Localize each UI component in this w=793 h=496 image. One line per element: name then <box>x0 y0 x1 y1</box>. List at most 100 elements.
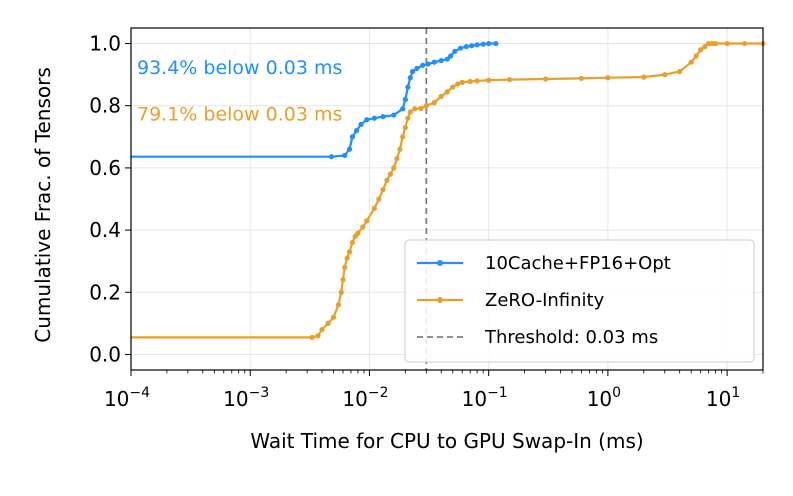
data-point-zero-infinity <box>338 289 344 295</box>
x-tick-label: 100 <box>587 385 621 411</box>
data-point-zero-infinity <box>355 230 361 236</box>
y-tick-label: 1.0 <box>89 32 121 56</box>
data-point-10cache-fp16-opt <box>486 40 492 47</box>
data-point-zero-infinity <box>438 93 444 99</box>
tick-layer: 0.0 0.2 0.4 0.6 0.8 1.0 10−4 10−3 10−2 10−1 100 101 <box>89 32 764 411</box>
data-point-zero-infinity <box>507 77 513 83</box>
data-point-zero-infinity <box>309 334 315 340</box>
y-tick-label: 0.4 <box>89 218 121 242</box>
data-point-zero-infinity <box>330 314 337 320</box>
data-point-zero-infinity <box>407 109 413 115</box>
data-point-zero-infinity <box>405 115 411 121</box>
data-point-zero-infinity <box>412 106 418 112</box>
data-point-10cache-fp16-opt <box>457 45 464 51</box>
data-point-zero-infinity <box>542 76 549 82</box>
data-point-zero-infinity <box>325 320 331 326</box>
data-point-zero-infinity <box>467 78 473 85</box>
data-point-zero-infinity <box>431 100 437 106</box>
plot-frame <box>130 27 764 371</box>
data-point-10cache-fp16-opt <box>414 65 420 72</box>
data-point-10cache-fp16-opt <box>448 53 454 59</box>
data-point-zero-infinity <box>474 78 480 84</box>
data-point-10cache-fp16-opt <box>402 96 408 103</box>
data-point-zero-infinity <box>706 40 712 47</box>
y-tick-label: 0.6 <box>89 156 121 180</box>
legend-marker-zero-infinity <box>437 297 443 303</box>
data-point-zero-infinity <box>662 72 668 78</box>
x-tick-label: 10−3 <box>223 385 269 411</box>
data-point-zero-infinity <box>455 81 461 87</box>
y-tick-label: 0.2 <box>89 280 121 304</box>
data-point-10cache-fp16-opt <box>474 42 480 48</box>
data-point-zero-infinity <box>702 44 708 50</box>
data-point-zero-infinity <box>335 302 342 308</box>
data-point-10cache-fp16-opt <box>364 117 370 123</box>
data-point-zero-infinity <box>319 326 325 333</box>
data-point-10cache-fp16-opt <box>405 84 411 90</box>
data-point-zero-infinity <box>360 224 366 230</box>
data-point-zero-infinity <box>346 249 353 255</box>
series-layer <box>131 40 766 340</box>
y-tick-label: 0.8 <box>89 94 121 118</box>
data-point-zero-infinity <box>450 84 456 90</box>
legend-label-threshold-0-03-ms: Threshold: 0.03 ms <box>484 327 658 348</box>
data-point-zero-infinity <box>384 177 390 183</box>
data-point-zero-infinity <box>698 47 704 53</box>
legend-marker-10cache-fp16-opt <box>437 260 443 266</box>
series-line-zero-infinity <box>131 42 763 339</box>
data-point-zero-infinity <box>423 103 429 109</box>
legend-label-10cache-fp16-opt: 10Cache+FP16+Opt <box>485 253 671 274</box>
data-point-10cache-fp16-opt <box>463 44 469 50</box>
data-point-10cache-fp16-opt <box>328 154 335 160</box>
data-point-zero-infinity <box>342 264 348 270</box>
data-point-10cache-fp16-opt <box>444 56 450 62</box>
data-point-10cache-fp16-opt <box>346 146 353 152</box>
y-tick-label: 0.0 <box>89 342 121 366</box>
data-point-10cache-fp16-opt <box>425 61 431 67</box>
data-point-zero-infinity <box>376 196 382 202</box>
data-point-10cache-fp16-opt <box>420 62 426 68</box>
data-point-10cache-fp16-opt <box>493 40 499 47</box>
legend-label-zero-infinity: ZeRO-Infinity <box>485 290 605 311</box>
annotation-zero-infinity: 79.1% below 0.03 ms <box>137 104 342 126</box>
data-point-10cache-fp16-opt <box>452 48 458 54</box>
data-point-10cache-fp16-opt <box>342 152 348 159</box>
data-point-zero-infinity <box>677 68 683 75</box>
data-point-10cache-fp16-opt <box>409 68 416 75</box>
data-point-zero-infinity <box>397 146 403 152</box>
data-point-10cache-fp16-opt <box>349 134 356 140</box>
annotation-layer: 93.4% below 0.03 ms 79.1% below 0.03 ms <box>137 57 342 126</box>
data-point-10cache-fp16-opt <box>391 112 397 118</box>
data-point-zero-infinity <box>344 255 350 261</box>
data-point-10cache-fp16-opt <box>353 128 360 134</box>
data-point-zero-infinity <box>641 74 647 80</box>
data-point-zero-infinity <box>724 40 730 47</box>
x-tick-label: 10−1 <box>462 385 508 411</box>
data-point-10cache-fp16-opt <box>380 114 386 120</box>
legend-box <box>404 239 755 363</box>
x-tick-label: 101 <box>706 385 740 411</box>
data-point-zero-infinity <box>349 239 356 246</box>
data-point-10cache-fp16-opt <box>407 75 413 81</box>
data-point-10cache-fp16-opt <box>371 115 377 121</box>
data-point-zero-infinity <box>459 79 465 86</box>
data-point-zero-infinity <box>605 75 611 81</box>
data-point-zero-infinity <box>400 134 406 140</box>
data-point-zero-infinity <box>486 77 492 83</box>
data-point-zero-infinity <box>712 40 719 47</box>
data-point-zero-infinity <box>741 40 748 47</box>
data-point-zero-infinity <box>394 155 400 162</box>
data-point-zero-infinity <box>444 89 450 95</box>
data-point-zero-infinity <box>402 124 408 131</box>
y-axis-title: Cumulative Frac. of Tensors <box>31 67 55 342</box>
data-point-zero-infinity <box>688 59 694 65</box>
data-point-zero-infinity <box>578 75 585 81</box>
annotation-10cache: 93.4% below 0.03 ms <box>137 57 342 79</box>
data-point-10cache-fp16-opt <box>480 41 486 47</box>
data-point-zero-infinity <box>418 105 424 112</box>
data-point-10cache-fp16-opt <box>438 58 444 64</box>
legend: 10Cache+FP16+Opt ZeRO-Infinity Threshold: … <box>404 239 755 363</box>
data-point-10cache-fp16-opt <box>431 59 437 65</box>
data-point-zero-infinity <box>315 333 321 339</box>
